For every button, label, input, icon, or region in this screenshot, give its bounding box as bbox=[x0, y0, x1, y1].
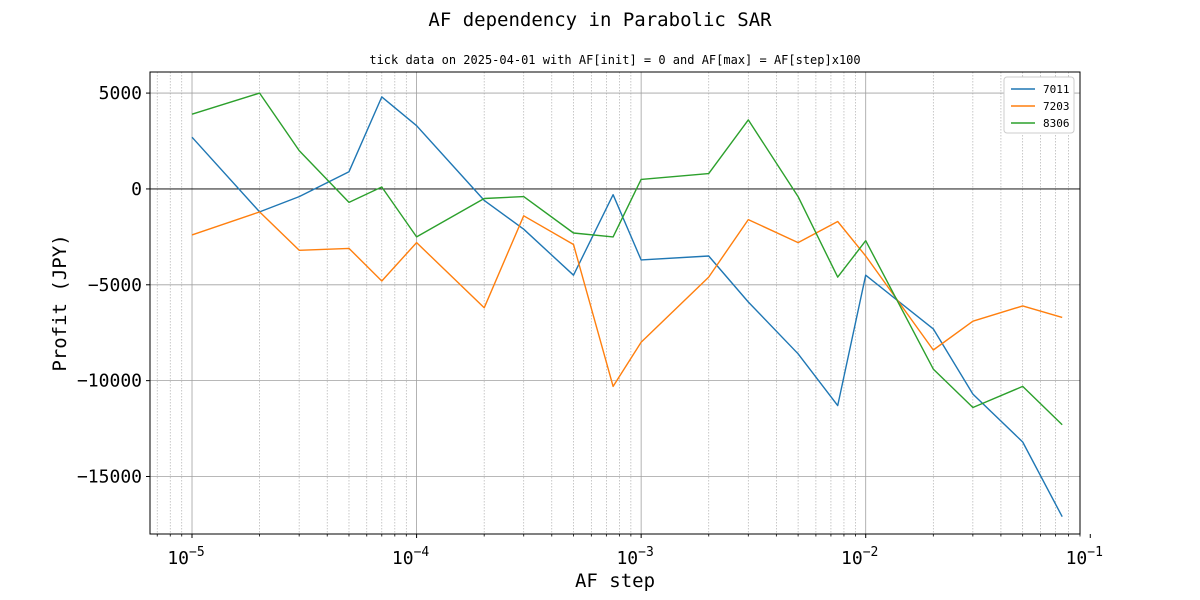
x-tick-label: 10−4 bbox=[392, 545, 430, 569]
x-tick-exponent: −2 bbox=[863, 545, 879, 560]
x-axis-label: AF step bbox=[575, 570, 655, 592]
x-tick-exponent: −4 bbox=[414, 545, 430, 560]
x-tick-base: 10 bbox=[167, 548, 189, 569]
y-tick-label: 5000 bbox=[99, 83, 142, 104]
legend-label-7011: 7011 bbox=[1043, 83, 1070, 96]
legend-label-7203: 7203 bbox=[1043, 100, 1070, 113]
x-tick-exponent: −5 bbox=[189, 545, 205, 560]
y-tick-label: −5000 bbox=[88, 275, 142, 296]
y-axis-label: Profit (JPY) bbox=[49, 234, 71, 371]
plot-frame bbox=[149, 71, 1081, 535]
x-tick-label: 10−1 bbox=[1066, 545, 1103, 569]
series-line-7203 bbox=[191, 211, 1063, 388]
series-line-8306 bbox=[191, 92, 1063, 426]
x-tick-base: 10 bbox=[392, 548, 414, 569]
x-tick-base: 10 bbox=[616, 548, 638, 569]
x-tick-base: 10 bbox=[841, 548, 863, 569]
x-tick-label: 10−2 bbox=[841, 545, 878, 569]
legend-box bbox=[1003, 76, 1075, 134]
y-tick-label: 0 bbox=[131, 179, 142, 200]
series-lines bbox=[191, 92, 1063, 518]
x-tick-label: 10−3 bbox=[616, 545, 653, 569]
y-tick-label: −15000 bbox=[77, 466, 142, 487]
grid bbox=[150, 72, 1081, 534]
x-tick-base: 10 bbox=[1066, 548, 1088, 569]
x-tick-exponent: −3 bbox=[638, 545, 654, 560]
axis-ticks: 10−5 10−4 10−3 10−2 10−150000−5000−10000−150… bbox=[77, 83, 1103, 569]
y-tick-label: −10000 bbox=[77, 371, 142, 392]
legend-label-8306: 8306 bbox=[1043, 117, 1070, 130]
x-tick-label: 10−5 bbox=[167, 545, 204, 569]
chart-subtitle: tick data on 2025-04-01 with AF[init] = … bbox=[369, 53, 860, 67]
x-tick-exponent: −1 bbox=[1087, 545, 1103, 560]
legend: 7011 7203 8306 bbox=[1003, 76, 1075, 134]
series-line-7011 bbox=[191, 96, 1063, 518]
chart-title: AF dependency in Parabolic SAR bbox=[428, 9, 772, 31]
